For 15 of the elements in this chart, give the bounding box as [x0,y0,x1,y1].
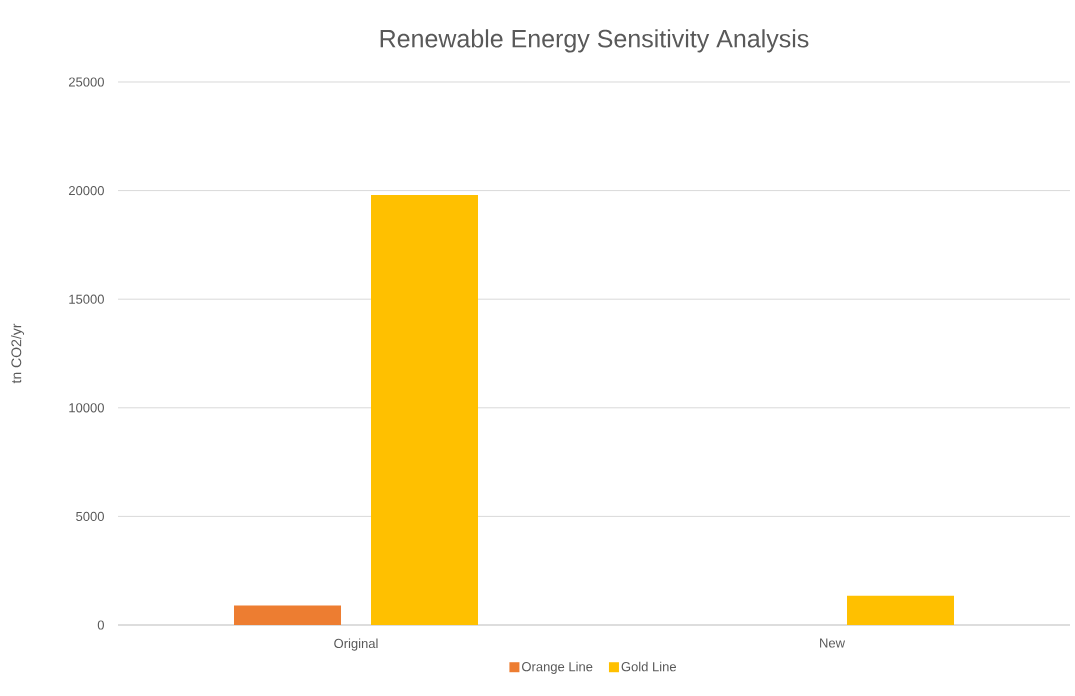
x-tick-label: Original [334,638,378,651]
y-tick-label: 25000 [68,77,104,87]
chart-title: Renewable Energy Sensitivity Analysis [380,29,809,53]
y-tick-label: 20000 [68,185,104,196]
y-tick-label: 0 [97,620,104,630]
legend-label: Gold Line [621,661,676,672]
y-tick-label: 15000 [69,294,104,304]
x-tick-label: New [820,638,846,648]
bar [234,605,341,625]
y-axis-title: tn CO2/yr [10,323,25,384]
bar [847,595,955,625]
y-tick-label: 10000 [69,403,104,413]
legend-label: Orange Line [522,661,593,674]
y-tick-label: 5000 [76,511,104,521]
bar [371,194,478,625]
